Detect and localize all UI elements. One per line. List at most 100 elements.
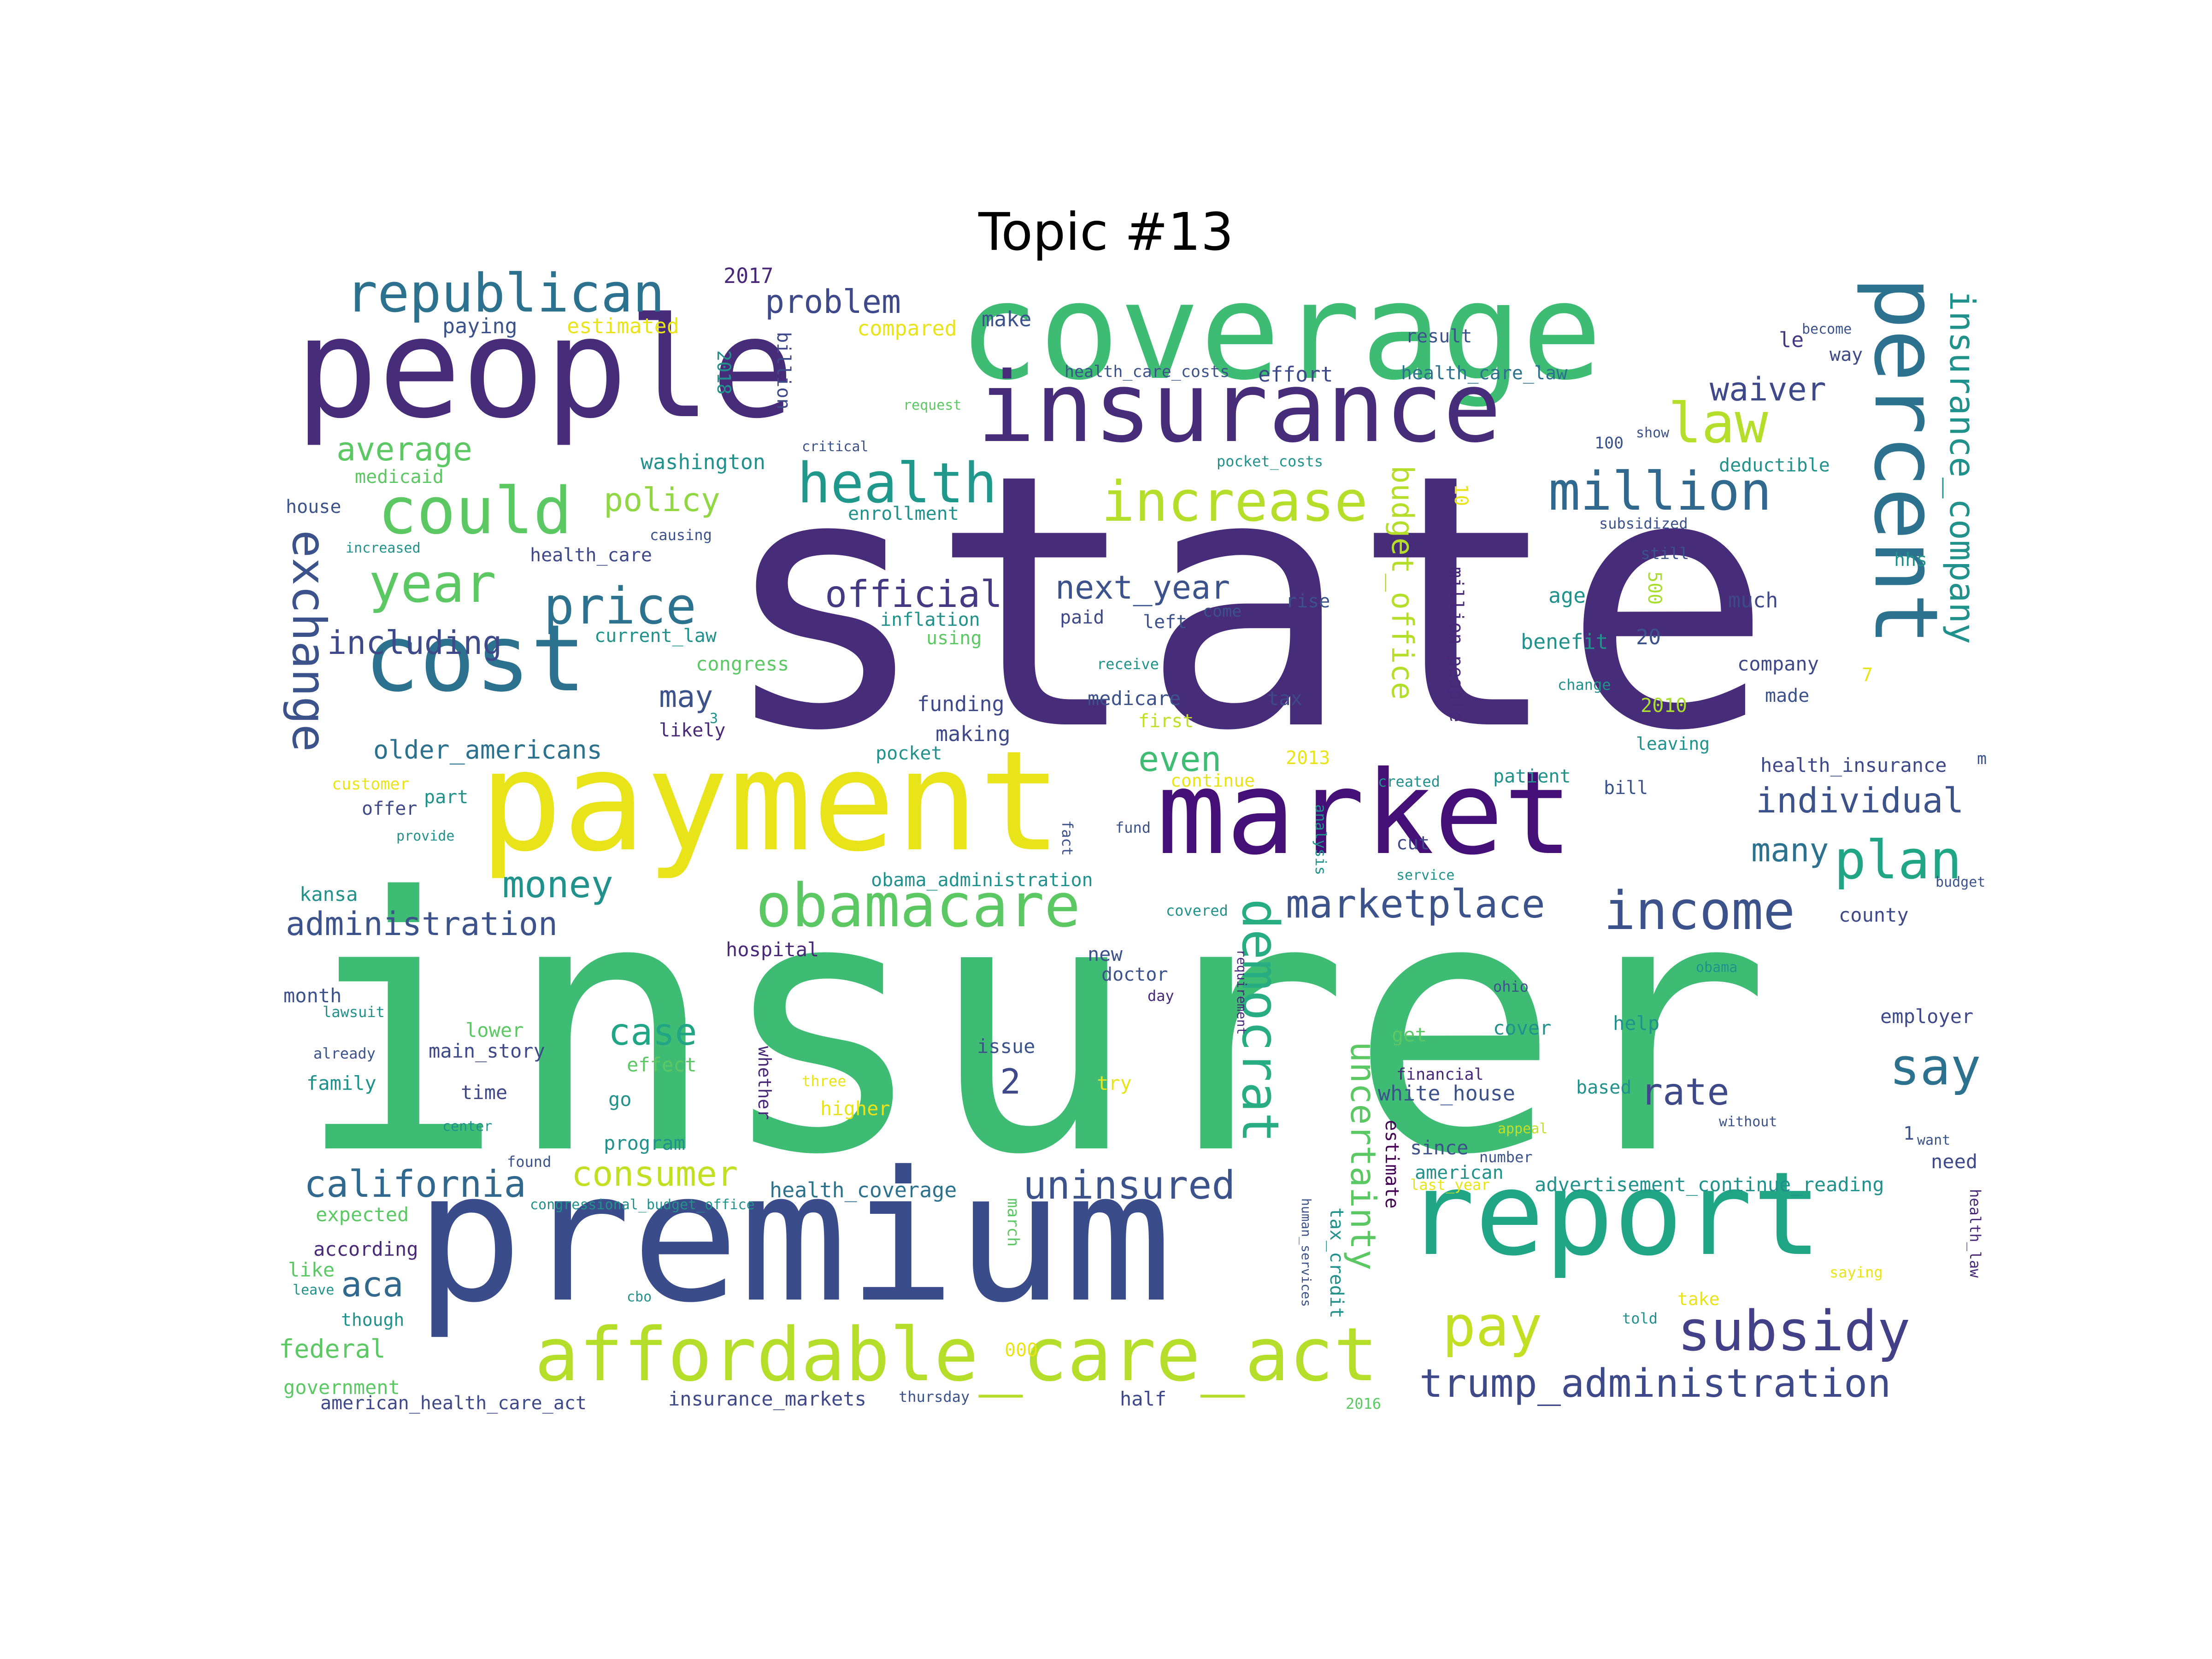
- word-market: market: [1157, 746, 1573, 880]
- word-day: day: [1147, 987, 1174, 1005]
- word-ohio: ohio: [1493, 978, 1529, 995]
- word-2018: 2018: [713, 350, 734, 395]
- word-insurance-markets: insurance_markets: [668, 1388, 866, 1410]
- word-subsidized: subsidized: [1599, 515, 1688, 532]
- word-inflation: inflation: [880, 609, 980, 630]
- word-house: house: [286, 496, 341, 518]
- word-say: say: [1889, 1037, 1981, 1096]
- word-take: take: [1677, 1289, 1720, 1309]
- word-trump-administration: trump_administration: [1419, 1361, 1891, 1406]
- word-try: try: [1097, 1072, 1132, 1094]
- word-subsidy: subsidy: [1677, 1300, 1911, 1364]
- word-causing: causing: [650, 526, 712, 544]
- word-deductible: deductible: [1719, 455, 1830, 476]
- word-obamacare: obamacare: [756, 871, 1081, 941]
- word-go: go: [608, 1088, 632, 1111]
- word-leaving: leaving: [1636, 734, 1710, 754]
- word-human-services: human_services: [1299, 1198, 1314, 1307]
- word-million: million: [1548, 461, 1772, 523]
- word-case: case: [608, 1011, 697, 1053]
- word-told: told: [1622, 1310, 1658, 1327]
- word-next-year: next_year: [1055, 569, 1230, 606]
- word-age: age: [1548, 583, 1586, 608]
- word-since: since: [1410, 1136, 1469, 1159]
- word-pocket: pocket: [876, 743, 942, 764]
- word-marketplace: marketplace: [1286, 882, 1545, 927]
- word-enrollment: enrollment: [848, 503, 959, 524]
- word-congressional-budget-office: congressional_budget_office: [530, 1197, 755, 1213]
- word-fact: fact: [1059, 820, 1076, 856]
- word-medicare: medicare: [1088, 687, 1181, 710]
- word-pocket-costs: pocket_costs: [1217, 453, 1324, 470]
- word-part: part: [424, 787, 469, 808]
- word-problem: problem: [765, 283, 901, 321]
- word-analysis: analysis: [1312, 804, 1330, 876]
- word-benefit: benefit: [1521, 629, 1608, 654]
- word-three: three: [802, 1072, 847, 1090]
- word-estimated: estimated: [567, 314, 679, 338]
- word-insurance-company: insurance_company: [1942, 290, 1983, 644]
- word-2: 2: [1000, 1061, 1021, 1102]
- word-older-americans: older_americans: [373, 735, 602, 765]
- word-budget: budget: [1936, 874, 1986, 890]
- word-insurer: insurer: [295, 824, 1771, 1231]
- word-cloud: state insurer premium payment cover age people…: [270, 265, 2041, 1427]
- figure-title: Topic #13: [978, 202, 1234, 262]
- word-price: price: [544, 577, 697, 635]
- word-family: family: [306, 1072, 377, 1094]
- word-critical: critical: [802, 439, 869, 455]
- word-health-care-costs: health_care_costs: [1065, 363, 1230, 381]
- word-want: want: [1917, 1132, 1951, 1148]
- word-advertisement-continue-reading: advertisement_continue_reading: [1535, 1173, 1884, 1196]
- word-come: come: [1203, 602, 1242, 621]
- word-last-year: last_year: [1410, 1176, 1490, 1194]
- word-premium: premium: [415, 1133, 1172, 1342]
- word-percent: percent: [1855, 276, 1957, 646]
- word-according: according: [313, 1238, 418, 1260]
- word-government: government: [283, 1376, 400, 1399]
- word-issue: issue: [977, 1035, 1035, 1058]
- word-help: help: [1613, 1012, 1660, 1035]
- word-get: get: [1392, 1024, 1427, 1046]
- word-cbo: cbo: [627, 1289, 652, 1305]
- word-waiver: waiver: [1710, 371, 1826, 408]
- word-000: 000: [1005, 1340, 1038, 1361]
- word-kansa: kansa: [300, 883, 358, 906]
- word-need: need: [1931, 1150, 1978, 1173]
- word-hhs: hhs: [1894, 549, 1928, 571]
- word-though: though: [341, 1310, 405, 1330]
- word-way: way: [1830, 344, 1863, 365]
- word-plan: plan: [1834, 830, 1962, 891]
- word-still: still: [1641, 545, 1689, 563]
- word-compared: compared: [857, 316, 957, 341]
- word-california: california: [304, 1163, 526, 1206]
- word-likely: likely: [659, 720, 726, 741]
- word-uninsured: uninsured: [1023, 1163, 1235, 1208]
- word-higher: higher: [820, 1097, 890, 1120]
- word-cover: cover: [1493, 1017, 1552, 1039]
- word-many: many: [1751, 831, 1829, 869]
- word-bill: bill: [1604, 777, 1648, 799]
- word-change: change: [1558, 676, 1611, 694]
- word-year: year: [369, 553, 496, 615]
- word-policy: policy: [604, 481, 720, 519]
- word-current-law: current_law: [594, 625, 717, 647]
- word-first: first: [1138, 711, 1194, 732]
- word-rate: rate: [1641, 1071, 1730, 1113]
- word-provide: provide: [396, 828, 455, 844]
- word-half: half: [1120, 1388, 1167, 1410]
- word-money: money: [502, 863, 613, 906]
- word-main-story: main_story: [429, 1040, 545, 1062]
- word-american-health-care-act: american_health_care_act: [320, 1393, 587, 1414]
- word-center: center: [442, 1118, 493, 1135]
- word-m: m: [1977, 750, 1987, 768]
- word-health-law: health_law: [1966, 1189, 1984, 1278]
- word-service: service: [1396, 867, 1455, 883]
- word-request: request: [903, 397, 962, 413]
- word-payment: payment: [479, 721, 1062, 882]
- word-receive: receive: [1097, 655, 1159, 673]
- word-offer: offer: [362, 798, 418, 819]
- word-state: state: [719, 400, 1773, 807]
- word-income: income: [1604, 880, 1795, 942]
- word-people: people: [295, 288, 794, 449]
